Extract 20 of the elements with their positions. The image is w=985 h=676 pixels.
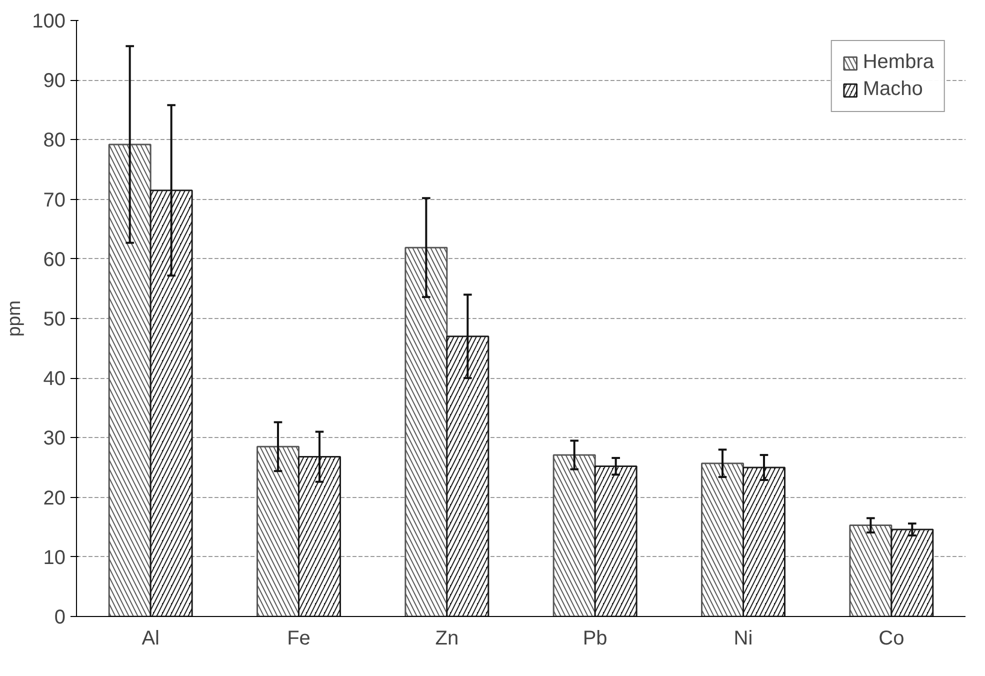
x-tick-label: Pb (582, 628, 608, 650)
y-tick-label: 40 (43, 368, 66, 390)
y-tick-label: 50 (43, 308, 66, 330)
y-tick-label: 100 (32, 10, 66, 32)
x-tick-label: Co (878, 628, 904, 650)
legend-label: Hembra (862, 51, 934, 74)
y-tick-label: 0 (54, 606, 66, 628)
y-tick-label: 60 (43, 248, 66, 271)
y-tick-label: 10 (43, 546, 66, 569)
x-tick-label: Fe (287, 628, 310, 650)
y-axis-title: ppm (3, 300, 24, 337)
y-tick-label: 30 (43, 428, 66, 450)
y-tick-label: 70 (43, 189, 66, 212)
x-tick-label: Al (142, 628, 160, 650)
x-tick-label: Ni (734, 628, 753, 650)
x-tick-label: Zn (435, 628, 459, 650)
y-tick-label: 80 (43, 130, 66, 152)
legend-label: Macho (862, 78, 923, 101)
y-tick-label: 90 (43, 70, 66, 92)
y-tick-label: 20 (43, 487, 66, 510)
